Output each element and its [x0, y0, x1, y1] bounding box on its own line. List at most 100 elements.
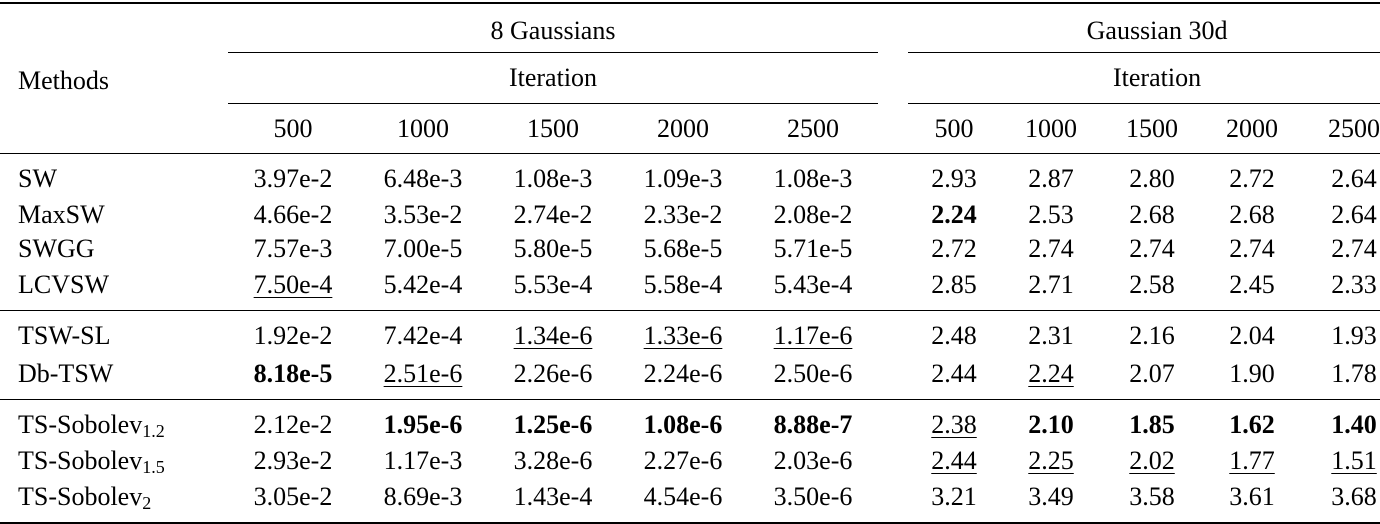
table-row: Db-TSW 8.18e-5 2.51e-6 2.26e-6 2.24e-6 2… [0, 355, 1380, 400]
cell: 2.53 [1028, 200, 1074, 229]
cell: 1.92e-2 [228, 310, 358, 355]
iter-col-g1-2500: 2500 [748, 103, 879, 154]
cell: 3.05e-2 [228, 478, 358, 524]
method-name: MaxSW [18, 200, 105, 229]
cell: 2.24e-6 [643, 359, 723, 388]
cell-best: 1.62 [1202, 399, 1303, 444]
cell-best: 1.25e-6 [488, 399, 618, 444]
method-name: SW [0, 153, 228, 198]
cell: 2.04 [1202, 310, 1303, 355]
cell: 5.80e-5 [513, 234, 593, 263]
method-subscript: 2 [142, 493, 152, 513]
cell: 3.58 [1102, 478, 1203, 524]
underlined-value: 1.34e-6 [513, 321, 593, 350]
cell-second: 1.34e-6 [488, 310, 618, 355]
cell: 2.68 [1129, 200, 1175, 229]
cell-best: 2.24 [931, 200, 977, 229]
cell: 5.71e-5 [773, 234, 853, 263]
cell-second: 7.50e-4 [228, 266, 358, 311]
cell: 2.16 [1102, 310, 1203, 355]
cell: 3.50e-6 [748, 478, 879, 524]
cell-best: 1.40 [1302, 399, 1380, 444]
cell-second: 1.33e-6 [618, 310, 748, 355]
iter-col-g2-1000: 1000 [1000, 103, 1103, 154]
method-name: LCVSW [18, 270, 109, 299]
table-row: MaxSW 4.66e-2 3.53e-2 2.74e-2 2.33e-2 2.… [0, 198, 1380, 232]
cell: 2.58 [1129, 270, 1175, 299]
cell: 2.31 [1000, 310, 1103, 355]
method-base: TS-Sobolev [18, 446, 143, 475]
cell: 3.53e-2 [383, 200, 463, 229]
cell: 4.54e-6 [618, 478, 748, 524]
cell-best: 8.88e-7 [748, 399, 879, 444]
cell: 3.49 [1000, 478, 1103, 524]
iteration-header-g2: Iteration [908, 52, 1380, 104]
cell-best: 8.18e-5 [253, 359, 333, 388]
cell: 8.69e-3 [358, 478, 488, 524]
cell: 2.80 [1102, 153, 1203, 198]
iter-col-g2-2000: 2000 [1202, 103, 1303, 154]
cell: 2.33 [1331, 270, 1377, 299]
cell: 2.93e-2 [253, 446, 333, 475]
iter-col-g1-2000: 2000 [618, 103, 748, 154]
method-base: TS-Sobolev [18, 410, 143, 439]
table-row: LCVSW 7.50e-4 5.42e-4 5.53e-4 5.58e-4 5.… [0, 266, 1380, 311]
underlined-value: 1.51 [1331, 446, 1377, 475]
cell-second: 1.17e-6 [748, 310, 879, 355]
cell-second: 2.38 [908, 399, 1001, 444]
cell: 2.07 [1129, 359, 1175, 388]
underlined-value: 2.44 [931, 446, 977, 475]
results-body: SW 3.97e-2 6.48e-3 1.08e-3 1.09e-3 1.08e… [0, 153, 1380, 524]
cell-second: 2.51e-6 [358, 355, 488, 400]
cell: 3.68 [1302, 478, 1380, 524]
cell-second: 2.24 [1000, 355, 1102, 400]
cell-best: 1.08e-6 [618, 399, 748, 444]
cell: 2.93 [908, 153, 1001, 198]
underlined-value: 1.33e-6 [643, 321, 723, 350]
table-row: TS-Sobolev1.5 2.93e-2 1.17e-3 3.28e-6 2.… [0, 444, 1380, 478]
cell-second: 1.77 [1202, 444, 1302, 478]
method-name: TS-Sobolev1.5 [0, 444, 228, 478]
underlined-value: 1.77 [1229, 446, 1275, 475]
underlined-value: 1.17e-6 [773, 321, 853, 350]
methods-header: Methods [18, 65, 109, 95]
iteration-header-g1: Iteration [228, 52, 879, 104]
cell: 5.68e-5 [643, 234, 723, 263]
cell: 2.48 [908, 310, 1001, 355]
method-name: TSW-SL [0, 310, 228, 355]
cell: 1.08e-3 [748, 153, 879, 198]
iter-col-g2-1500: 1500 [1102, 103, 1203, 154]
cell: 5.53e-4 [513, 270, 593, 299]
cell: 1.09e-3 [618, 153, 748, 198]
method-name: TS-Sobolev2 [0, 478, 228, 524]
cell-second: 2.02 [1102, 444, 1202, 478]
iter-col-g1-1500: 1500 [488, 103, 618, 154]
method-subscript: 1.2 [142, 421, 165, 441]
cell: 2.33e-2 [643, 200, 723, 229]
cell: 3.28e-6 [513, 446, 593, 475]
underlined-value: 2.25 [1028, 446, 1074, 475]
cell: 2.44 [931, 359, 977, 388]
underlined-value: 2.38 [931, 410, 977, 439]
cell: 1.08e-3 [488, 153, 618, 198]
cell-second: 1.51 [1302, 444, 1380, 478]
method-name: TS-Sobolev1.2 [0, 399, 228, 444]
cell: 7.42e-4 [358, 310, 488, 355]
cell: 2.27e-6 [643, 446, 723, 475]
group2-label: Gaussian 30d [1086, 16, 1228, 45]
cell: 1.43e-4 [488, 478, 618, 524]
cell: 6.48e-3 [358, 153, 488, 198]
cell-best: 1.85 [1102, 399, 1203, 444]
cell-second: 2.25 [1000, 444, 1102, 478]
table-row: SW 3.97e-2 6.48e-3 1.08e-3 1.09e-3 1.08e… [0, 153, 1380, 198]
cell: 3.21 [908, 478, 1001, 524]
cell: 2.74 [1229, 234, 1275, 263]
iter-col-g2-2500: 2500 [1302, 103, 1380, 154]
iter-col-g1-1000: 1000 [358, 103, 488, 154]
cell: 2.72 [1202, 153, 1303, 198]
table-row: TS-Sobolev1.2 2.12e-2 1.95e-6 1.25e-6 1.… [0, 399, 1380, 444]
underlined-value: 2.51e-6 [383, 359, 463, 388]
cell-second: 2.44 [908, 444, 1000, 478]
underlined-value: 2.24 [1028, 359, 1074, 388]
